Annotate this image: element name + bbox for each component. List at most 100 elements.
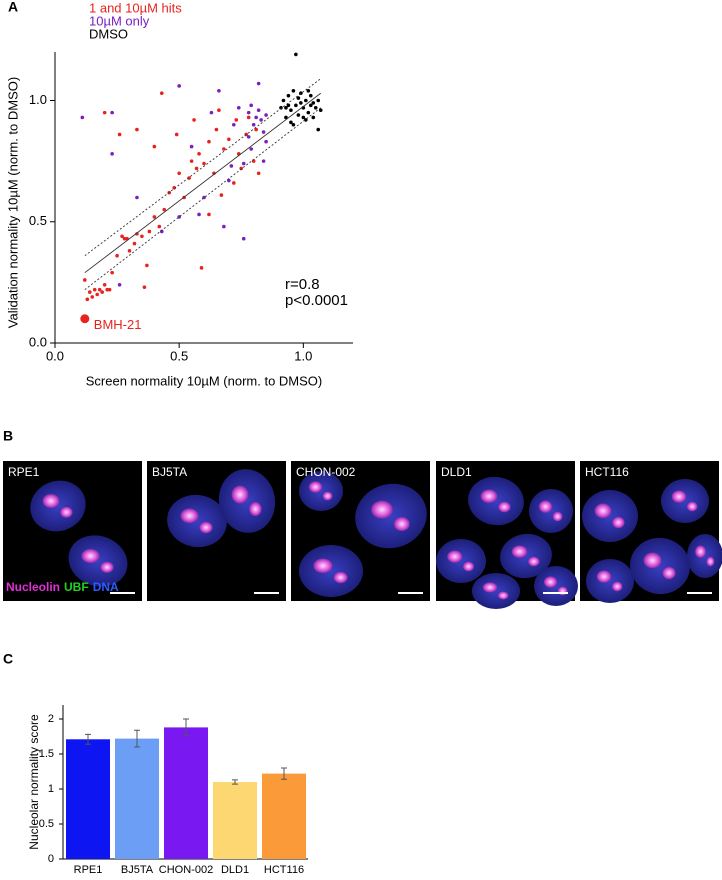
point — [246, 110, 251, 115]
nucleus — [687, 534, 722, 578]
y-tick-label: 0.0 — [29, 334, 47, 349]
nucleus — [68, 535, 128, 587]
point — [152, 215, 157, 219]
error-bar — [85, 733, 91, 745]
point — [311, 115, 316, 120]
y-tick-label: 0.5 — [29, 213, 47, 228]
point — [227, 137, 231, 142]
point — [308, 103, 313, 108]
point — [251, 122, 256, 127]
nucleolus — [333, 571, 348, 584]
point — [249, 103, 253, 108]
y-tick-label: 1.0 — [29, 92, 47, 107]
annotation: r=0.8 — [285, 276, 320, 293]
point — [202, 161, 206, 166]
point — [152, 144, 157, 149]
point — [127, 249, 132, 253]
confidence-band — [84, 107, 321, 291]
point — [289, 108, 293, 112]
nucleolus — [482, 582, 498, 593]
point — [122, 236, 127, 241]
point — [140, 234, 144, 239]
point — [232, 122, 236, 127]
panel-label: B — [3, 428, 13, 444]
nucleus — [30, 480, 86, 532]
nucleus — [167, 494, 227, 548]
nucleolus — [706, 556, 715, 567]
bar — [213, 782, 257, 859]
nucleolus — [543, 576, 558, 588]
point — [308, 93, 313, 98]
point — [284, 105, 288, 110]
point — [120, 234, 124, 239]
point — [83, 278, 87, 282]
point — [304, 98, 308, 103]
point — [264, 113, 268, 117]
point — [162, 207, 167, 212]
error-bar — [183, 718, 189, 737]
y-tick-label: 2 — [48, 713, 54, 725]
point — [316, 127, 321, 132]
point — [286, 103, 291, 108]
x-tick-label: CHON-002 — [159, 864, 213, 875]
point — [291, 89, 296, 93]
point — [299, 101, 303, 105]
point — [115, 253, 119, 258]
x-tick-label: 0.0 — [46, 348, 64, 363]
point — [281, 98, 286, 103]
nucleolus — [538, 500, 553, 513]
nucleus — [500, 533, 552, 579]
point — [256, 171, 261, 176]
nucleolus — [308, 481, 323, 493]
nucleolus — [528, 556, 540, 567]
point — [246, 115, 251, 120]
nucleus — [534, 566, 578, 606]
point — [217, 89, 221, 93]
point — [100, 290, 104, 294]
image-label: CHON-002 — [296, 465, 356, 479]
legend-label: 10µM only — [89, 13, 150, 28]
point — [135, 195, 139, 200]
point — [172, 186, 176, 190]
x-tick-label: BJ5TA — [121, 864, 154, 875]
point — [135, 127, 139, 132]
point — [87, 290, 92, 294]
point — [209, 110, 214, 115]
point — [110, 152, 114, 156]
image-label: HCT116 — [585, 465, 629, 479]
highlight-label: BMH-21 — [94, 317, 142, 332]
y-tick-label: 1.5 — [39, 748, 54, 760]
point — [135, 232, 139, 236]
nucleolus — [322, 491, 333, 501]
point — [217, 108, 221, 112]
nucleolus — [695, 545, 706, 558]
highlight-point — [80, 314, 90, 324]
nucleolus — [498, 501, 511, 513]
panel-label: C — [3, 651, 13, 667]
nucleolus — [249, 501, 262, 517]
point — [222, 147, 226, 151]
x-tick-label: DLD1 — [221, 864, 249, 875]
point — [284, 115, 288, 120]
point — [132, 241, 137, 246]
nucleolus — [81, 549, 100, 563]
point — [256, 108, 261, 112]
point — [294, 52, 298, 57]
point — [197, 212, 201, 217]
point — [174, 132, 179, 137]
nucleolus — [594, 503, 612, 519]
point — [85, 297, 90, 302]
point — [207, 139, 211, 144]
nucleolus — [480, 489, 498, 503]
nucleolus — [447, 550, 463, 563]
point — [311, 101, 316, 105]
nucleolus — [557, 586, 568, 596]
nucleus — [582, 490, 638, 542]
nucleus — [355, 483, 427, 549]
point — [219, 193, 224, 197]
point — [147, 229, 152, 234]
point — [214, 127, 219, 132]
nucleus — [468, 476, 524, 526]
nucleus — [299, 545, 363, 597]
